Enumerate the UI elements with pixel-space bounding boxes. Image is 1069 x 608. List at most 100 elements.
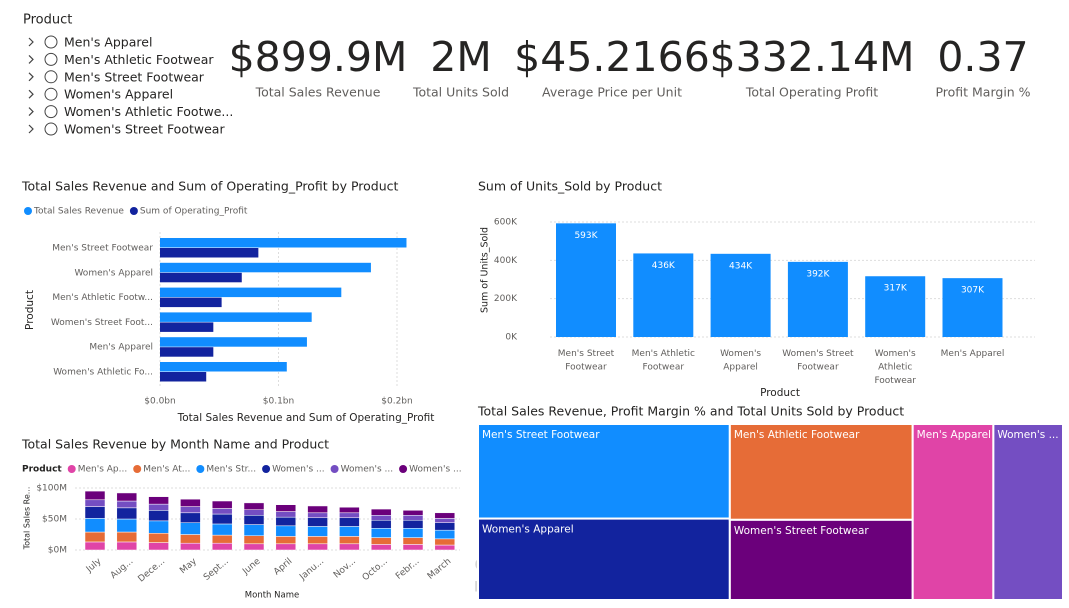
- bar-segment: [84, 506, 106, 519]
- legend-marker: [67, 465, 76, 473]
- kpi-value: $899.9M: [229, 33, 408, 81]
- legend-label: Women's ...: [272, 465, 325, 475]
- y-tick-label: 400K: [494, 256, 518, 266]
- bar-segment: [307, 505, 328, 514]
- slicer-radio[interactable]: [44, 35, 58, 49]
- bar-segment: [84, 531, 106, 543]
- bar: [633, 253, 694, 337]
- x-axis-title: Month Name: [245, 591, 299, 601]
- slicer-radio[interactable]: [44, 87, 58, 101]
- bar-segment: [243, 535, 265, 545]
- legend-label: Men's Ap...: [78, 465, 127, 475]
- slicer-radio[interactable]: [44, 105, 58, 119]
- bar-segment: [307, 517, 328, 527]
- bar-segment: [211, 500, 233, 509]
- bar: [556, 223, 616, 337]
- kpi-label: Total Units Sold: [412, 85, 509, 100]
- legend-marker: [133, 465, 142, 473]
- bar-segment: [148, 542, 169, 551]
- bar-segment: [402, 519, 424, 529]
- bar: [160, 312, 312, 322]
- bar-segment: [180, 506, 201, 514]
- kpi-value: 0.37: [937, 33, 1028, 81]
- bar-segment: [180, 534, 201, 544]
- slicer-item[interactable]: Women's Apparel: [64, 87, 173, 102]
- legend-marker: [196, 465, 205, 473]
- value-label: 436K: [652, 261, 676, 271]
- bar-segment: [116, 541, 138, 551]
- treemap-tile: [728, 518, 914, 601]
- bar: [710, 253, 771, 337]
- slicer-item[interactable]: Women's Athletic Footwe...: [64, 104, 233, 119]
- slicer-item[interactable]: Men's Street Footwear: [64, 69, 205, 84]
- bar-segment: [84, 541, 106, 551]
- slicer-radio[interactable]: [44, 52, 58, 66]
- x-axis-title: Total Sales Revenue and Sum of Operating…: [177, 412, 435, 424]
- chevron: [28, 124, 34, 134]
- chevron: [28, 107, 34, 117]
- legend-label: Total Sales Revenue: [33, 207, 124, 217]
- kpi-label: Average Price per Unit: [542, 85, 682, 100]
- legend-marker: [330, 465, 339, 473]
- bar-segment: [370, 508, 392, 516]
- y-axis-title: Sum of Units_Sold: [480, 227, 491, 313]
- y-tick-label: Men's Street Footwear: [52, 244, 153, 254]
- x-tick-label: Women's Athletic Footwear: [874, 349, 916, 386]
- bar-segment: [116, 518, 138, 533]
- x-tick-label: Women's Street Footwear: [782, 349, 854, 373]
- bar: [865, 276, 926, 337]
- bar: [160, 287, 342, 298]
- slicer-item[interactable]: Men's Apparel: [64, 35, 152, 50]
- chevron: [28, 54, 34, 64]
- slicer-radio[interactable]: [44, 122, 58, 136]
- bar-segment: [434, 522, 456, 531]
- bar-segment: [434, 544, 456, 551]
- bar-segment: [307, 526, 328, 537]
- bar: [160, 238, 407, 248]
- bar: [160, 362, 287, 372]
- slicer-radio[interactable]: [44, 70, 58, 84]
- bar-segment: [307, 512, 328, 519]
- chart-title: Sum of Units_Sold by Product: [478, 179, 662, 194]
- bar-segment: [434, 529, 456, 540]
- legend-marker: [399, 465, 408, 473]
- bar-segment: [211, 534, 233, 544]
- bar: [160, 372, 207, 382]
- slicer-item[interactable]: Men's Athletic Footwear: [64, 52, 214, 67]
- tile-label: Women's ...: [997, 429, 1058, 441]
- y-tick-label: 600K: [494, 218, 518, 228]
- y-tick-label: 0K: [505, 333, 518, 343]
- y-axis-title: Total Sales Re...: [23, 487, 32, 551]
- bar-segment: [180, 522, 201, 535]
- treemap-tile: [728, 423, 914, 521]
- slicer-item[interactable]: Women's Street Footwear: [64, 122, 225, 137]
- x-tick-label: $0.0bn: [144, 397, 175, 407]
- bar-segment: [148, 496, 169, 505]
- bar: [787, 261, 848, 337]
- bar-segment: [148, 520, 169, 534]
- bar-segment: [339, 512, 360, 519]
- bar-segment: [370, 515, 392, 521]
- bar-segment: [402, 537, 424, 545]
- kpi-value: $332.14M: [710, 33, 915, 81]
- bar-segment: [148, 503, 169, 511]
- legend-label: Women's ...: [409, 465, 462, 475]
- bar-segment: [84, 499, 106, 507]
- legend-marker: [129, 207, 138, 215]
- bar-segment: [339, 543, 360, 551]
- y-tick-label: Women's Apparel: [74, 268, 153, 278]
- tile-label: Men's Street Footwear: [482, 429, 600, 441]
- bar-segment: [275, 504, 297, 512]
- bar-segment: [148, 510, 169, 522]
- legend-title: Product: [22, 465, 62, 475]
- x-tick-label: Men's Athletic Footwear: [632, 349, 695, 373]
- kpi-value: 2M: [430, 33, 491, 81]
- y-axis-title: Product: [24, 290, 36, 330]
- bar-segment: [434, 518, 456, 523]
- x-tick-label: Women's Apparel: [720, 349, 761, 373]
- bar-segment: [370, 544, 392, 551]
- bar-segment: [180, 542, 201, 551]
- bar-segment: [339, 526, 360, 537]
- x-tick-label: $0.2bn: [381, 397, 412, 407]
